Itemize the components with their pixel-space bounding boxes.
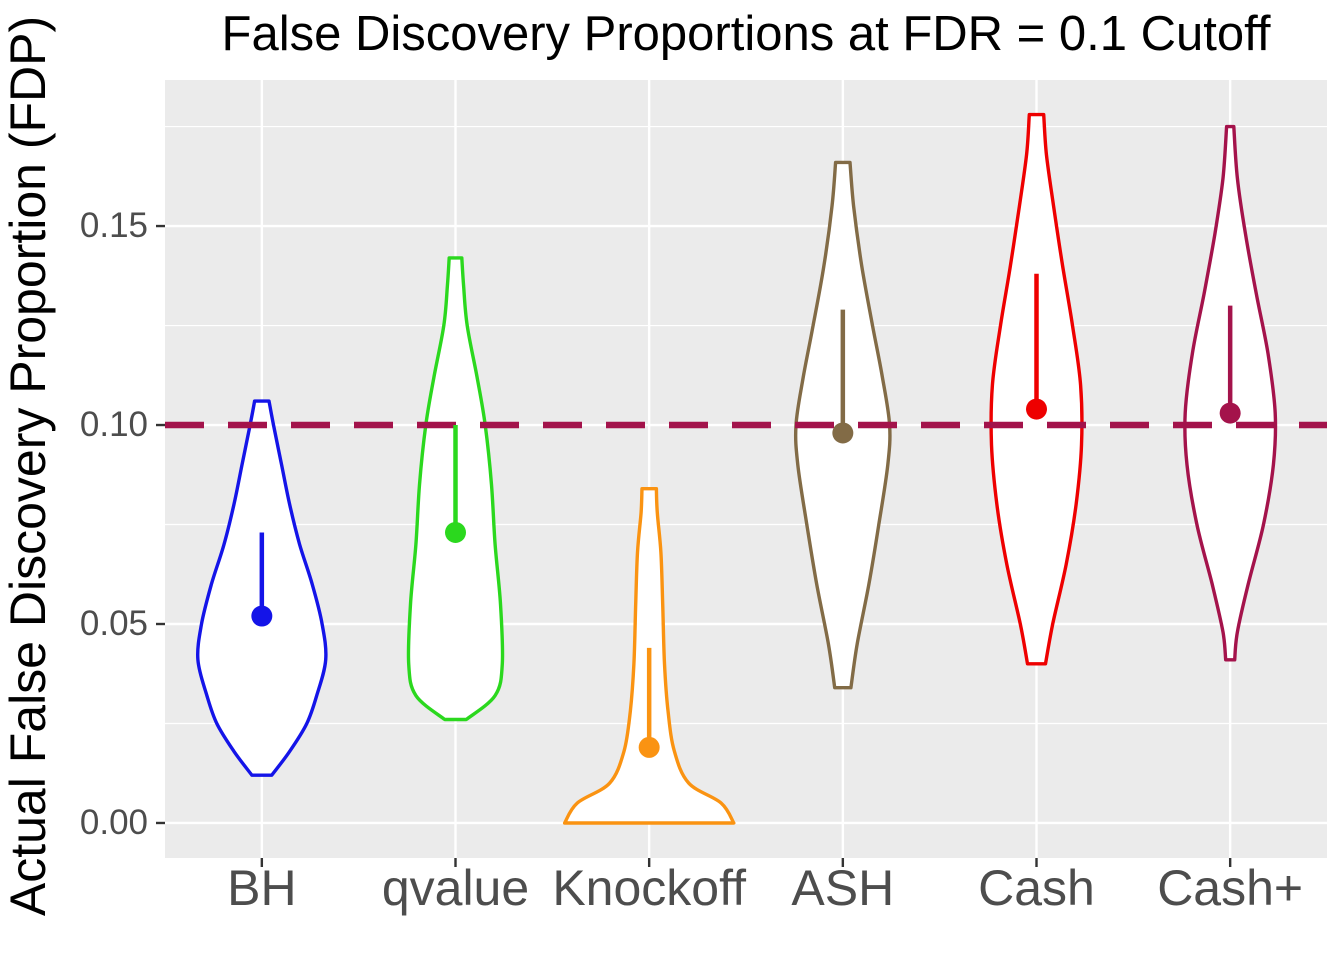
mean-dot-qvalue	[445, 521, 466, 543]
y-tick-label-0.10: 0.10	[79, 405, 148, 445]
x-tick-label-Knockoff: Knockoff	[552, 860, 746, 916]
mean-dot-ASH	[832, 422, 854, 444]
x-tick-label-Cash: Cash	[978, 860, 1095, 916]
y-tick-label-0.00: 0.00	[79, 802, 148, 842]
y-tick-label-0.05: 0.05	[79, 604, 148, 643]
mean-dot-Cash	[1026, 398, 1047, 420]
x-tick-label-Cash+: Cash+	[1157, 860, 1304, 916]
plot-title: False Discovery Proportions at FDR = 0.1…	[221, 7, 1271, 61]
x-tick-label-BH: BH	[227, 860, 297, 916]
mean-dot-Knockoff	[638, 736, 660, 758]
mean-dot-BH	[251, 605, 273, 627]
mean-dot-Cash+	[1219, 402, 1241, 424]
x-tick-label-qvalue: qvalue	[381, 860, 530, 916]
y-tick-label-0.15: 0.15	[79, 206, 148, 246]
panel-background	[165, 80, 1327, 858]
x-tick-label-ASH: ASH	[791, 860, 895, 916]
